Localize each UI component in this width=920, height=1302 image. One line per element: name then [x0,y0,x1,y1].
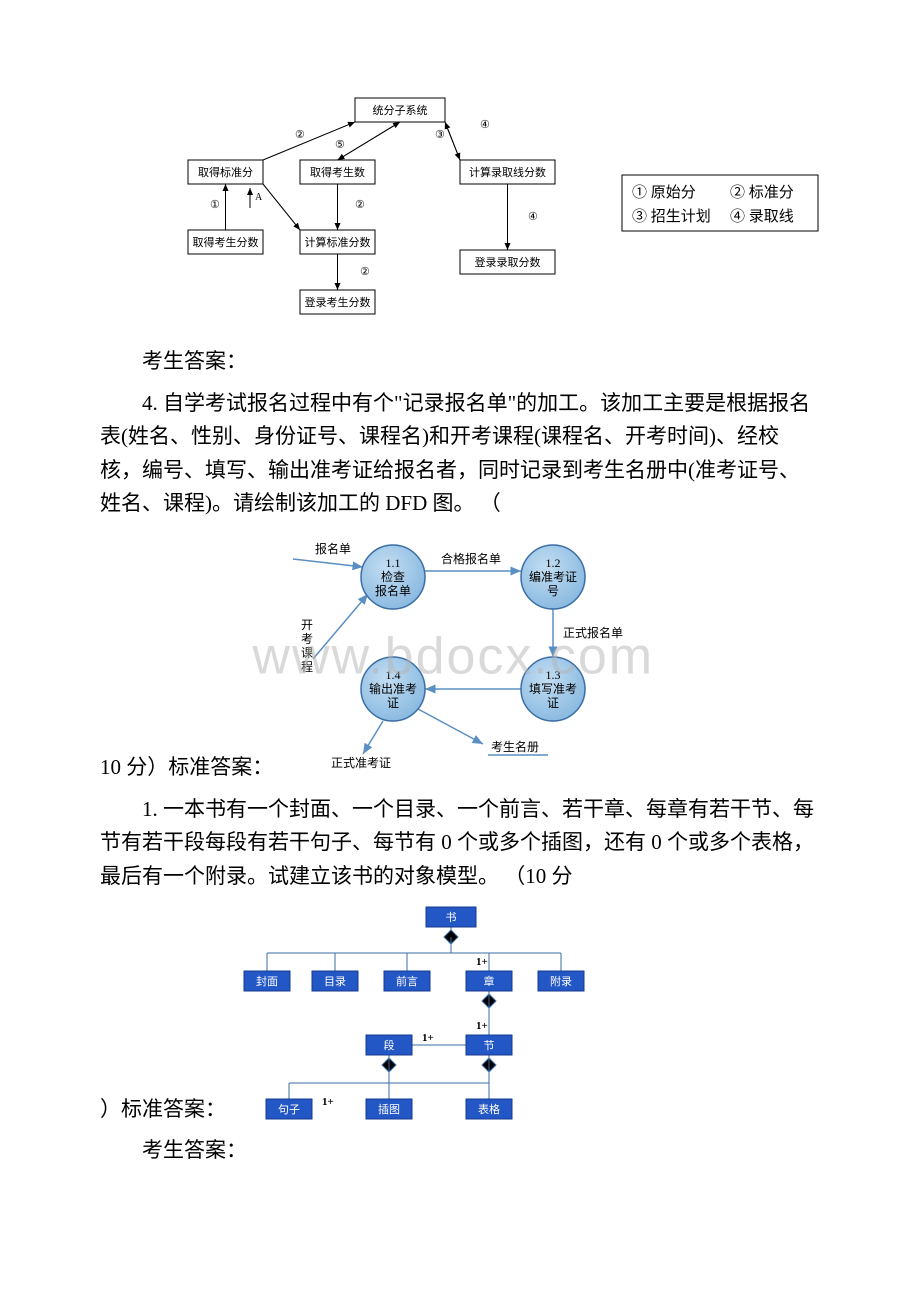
svg-text:正式报名单: 正式报名单 [563,625,623,640]
svg-text:1.3: 1.3 [546,668,561,682]
svg-text:1.1: 1.1 [386,556,401,570]
svg-text:节: 节 [484,1039,495,1052]
svg-text:编准考证: 编准考证 [529,569,577,584]
student-answer-label-1: 考生答案： [100,345,820,379]
svg-text:④: ④ [480,119,490,131]
svg-text:考生名册: 考生名册 [491,739,539,754]
uml-object-model: 1+ 1+ 1+ 1+ 书封面 目录 前言 章 附录节 段句子 插图 表格 [226,901,606,1126]
svg-text:②: ② [355,199,365,211]
legend-box: ① 原始分 ② 标准分 ③ 招生计划 ④ 录取线 [620,173,820,243]
svg-text:⑤: ⑤ [335,139,345,151]
svg-text:1+: 1+ [322,1096,334,1108]
question-1-text: 1. 一本书有一个封面、一个目录、一个前言、若干章、每章有若干节、每节有若干段每… [100,793,820,894]
svg-text:填写准考: 填写准考 [529,682,577,696]
svg-text:报名单: 报名单 [375,583,411,598]
question-4-text: 4. 自学考试报名过程中有个"记录报名单"的加工。该加工主要是根据报名表(姓名、… [100,387,820,521]
svg-text:正式准考证: 正式准考证 [331,756,391,770]
svg-text:封面: 封面 [256,974,278,988]
svg-text:① 原始分: ① 原始分 [632,184,696,201]
svg-text:表格: 表格 [478,1102,500,1116]
svg-text:③: ③ [435,129,445,141]
svg-text:②: ② [295,129,305,141]
svg-text:计算标准分数: 计算标准分数 [305,235,371,249]
svg-text:1+: 1+ [422,1032,434,1044]
q1-score-answer-label: ）标准答案： [100,1093,226,1127]
question-4-body: 4. 自学考试报名过程中有个"记录报名单"的加工。该加工主要是根据报名表(姓名、… [100,391,810,516]
svg-text:取得标准分: 取得标准分 [198,165,253,179]
svg-text:段: 段 [384,1038,395,1052]
svg-text:检查: 检查 [381,569,405,584]
svg-text:1.2: 1.2 [546,556,561,570]
svg-text:开考课程: 开考课程 [301,618,313,674]
svg-text:证: 证 [387,696,399,710]
svg-text:前言: 前言 [396,974,418,988]
structure-chart: 统分子系统取得标准分 取得考生数 计算录取线分数取得考生分数 计算标准分数登录考生分数… [180,90,580,325]
svg-text:附录: 附录 [550,974,572,988]
q4-score-answer-label: 10 分）标准答案： [100,751,273,785]
q1-answer-line: ）标准答案： 1+ 1+ 1+ 1+ 书封面 目录 前言 章 附录节 段句子 插图 表格 [100,901,820,1126]
diagram-1-container: 统分子系统取得标准分 取得考生数 计算录取线分数取得考生分数 计算标准分数登录考生分数… [100,90,820,325]
svg-text:取得考生数: 取得考生数 [310,165,365,179]
svg-text:章: 章 [484,974,495,988]
svg-text:登录录取分数: 登录录取分数 [475,255,541,269]
svg-text:号: 号 [547,584,559,598]
svg-text:②: ② [360,266,370,278]
svg-text:② 标准分: ② 标准分 [730,184,794,201]
svg-text:A: A [255,192,263,203]
dfd-diagram: 报名单合格报名单开考课程正式报名单考生名册正式准考证1.1检查报名单1.2编准考… [273,529,633,774]
svg-text:③ 招生计划: ③ 招生计划 [632,208,711,225]
student-answer-label-2: 考生答案： [100,1134,820,1168]
question-1-body: 1. 一本书有一个封面、一个目录、一个前言、若干章、每章有若干节、每节有若干段每… [100,797,814,888]
svg-text:取得考生分数: 取得考生分数 [193,235,259,249]
svg-text:书: 书 [446,911,457,924]
svg-text:1+: 1+ [476,1020,488,1032]
svg-text:句子: 句子 [278,1103,300,1116]
svg-text:统分子系统: 统分子系统 [373,104,428,117]
svg-text:1.4: 1.4 [386,668,401,682]
svg-text:登录考生分数: 登录考生分数 [305,295,371,309]
svg-text:证: 证 [547,696,559,710]
svg-text:④: ④ [528,211,538,223]
svg-text:目录: 目录 [324,975,346,988]
svg-text:输出准考: 输出准考 [369,681,417,696]
svg-text:①: ① [210,199,220,211]
svg-text:计算录取线分数: 计算录取线分数 [469,165,546,179]
svg-text:插图: 插图 [378,1102,400,1116]
dfd-wrap: 报名单合格报名单开考课程正式报名单考生名册正式准考证1.1检查报名单1.2编准考… [273,529,633,785]
svg-text:④ 录取线: ④ 录取线 [730,208,794,225]
svg-text:报名单: 报名单 [315,541,351,556]
svg-text:合格报名单: 合格报名单 [441,551,501,566]
svg-text:1+: 1+ [476,956,488,968]
q4-answer-line: 10 分）标准答案： 报名单合格报名单开考课程正式报名单考生名册正式准考证1.1… [100,529,820,785]
document-page: 统分子系统取得标准分 取得考生数 计算录取线分数取得考生分数 计算标准分数登录考生分数… [0,0,920,1216]
